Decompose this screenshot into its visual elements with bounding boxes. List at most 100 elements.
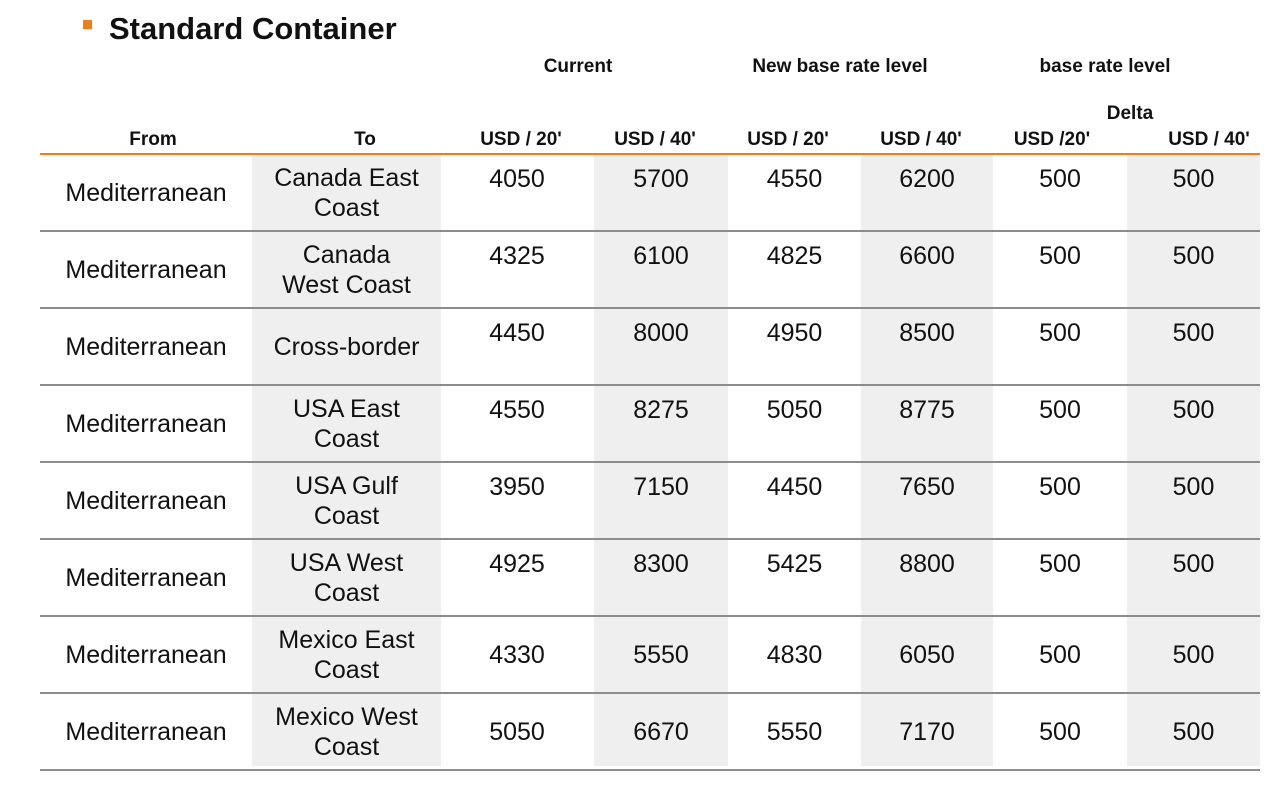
table-row: Mediterranean Canada West Coast 4325 6100 482… <box>40 232 1260 309</box>
cell-to: Canada West Coast <box>252 232 441 307</box>
cell-from: Mediterranean <box>65 717 227 746</box>
cell-cur40: 8300 <box>633 550 689 578</box>
table-row: Mediterranean USA West Coast 4925 8300 5425 88… <box>40 540 1260 617</box>
cell-cur40: 6100 <box>633 242 689 270</box>
destination-line: Coast <box>313 732 380 761</box>
column-header-new-40: USD / 40' <box>880 129 962 150</box>
cell-new40: 8500 <box>899 319 955 347</box>
cell-new20: 5425 <box>766 550 823 578</box>
cell-from: Mediterranean <box>65 409 227 438</box>
cell-to: Mexico West Coast <box>252 694 441 769</box>
destination-line: Coast <box>313 193 380 222</box>
table-row: Mediterranean Canada East Coast 4050 5700 455… <box>40 155 1260 232</box>
destination-line: Coast <box>313 578 380 607</box>
title-bullet-icon <box>83 20 92 29</box>
cell-new40: 7170 <box>899 717 955 746</box>
column-header-current-40: USD / 40' <box>614 129 696 150</box>
cell-new20: 4550 <box>766 165 823 193</box>
destination-line: Coast <box>313 424 380 453</box>
cell-new20: 4450 <box>766 473 823 501</box>
shaded-column-current-40 <box>594 155 728 766</box>
cell-d40: 500 <box>1172 550 1215 578</box>
header-new-base-rate-level: New base rate level <box>752 56 928 77</box>
cell-to: Mexico East Coast <box>252 617 441 692</box>
cell-cur40: 5550 <box>633 640 689 669</box>
column-header-delta-40: USD / 40' <box>1168 129 1250 150</box>
cell-new20: 4950 <box>766 319 823 347</box>
column-header-to: To <box>354 129 376 150</box>
table-row: Mediterranean USA East Coast 4550 8275 5050 87… <box>40 386 1260 463</box>
table-row: Mediterranean Mexico East Coast 4330 5550 483… <box>40 617 1260 694</box>
shaded-column-to <box>252 155 441 766</box>
cell-new20: 4825 <box>766 242 823 270</box>
destination-line: USA Gulf <box>295 471 398 500</box>
cell-to: USA East Coast <box>252 386 441 461</box>
table-row: Mediterranean Mexico West Coast 5050 6670 555… <box>40 694 1260 771</box>
cell-from: Mediterranean <box>65 640 227 669</box>
cell-d20: 500 <box>1039 640 1081 669</box>
shaded-column-delta-40 <box>1127 155 1260 766</box>
cell-d40: 500 <box>1172 242 1215 270</box>
column-header-current-20: USD / 20' <box>480 129 562 150</box>
header-delta-base-rate-level: base rate level <box>1039 56 1171 77</box>
destination-line: Coast <box>313 501 380 530</box>
cell-cur40: 8275 <box>633 396 689 424</box>
cell-cur40: 6670 <box>633 717 689 746</box>
cell-new40: 8800 <box>899 550 955 578</box>
cell-d20: 500 <box>1039 165 1081 193</box>
cell-d40: 500 <box>1172 396 1215 424</box>
cell-new20: 5550 <box>766 717 823 746</box>
cell-cur20: 4925 <box>489 550 545 578</box>
cell-new40: 6050 <box>899 640 955 669</box>
cell-new40: 6600 <box>899 242 955 270</box>
cell-from: Mediterranean <box>65 178 227 207</box>
cell-new20: 4830 <box>766 640 823 669</box>
cell-cur20: 4050 <box>489 165 545 193</box>
column-header-new-20: USD / 20' <box>747 129 829 150</box>
cell-from: Mediterranean <box>65 255 227 284</box>
cell-new20: 5050 <box>766 396 823 424</box>
destination-line: Canada East <box>274 163 419 192</box>
cell-new40: 8775 <box>899 396 955 424</box>
cell-d20: 500 <box>1039 396 1081 424</box>
cell-new40: 6200 <box>899 165 955 193</box>
cell-cur40: 8000 <box>633 319 689 347</box>
destination-line: USA West <box>289 548 404 577</box>
destination-line: Mexico East <box>278 625 415 654</box>
destination-line: Coast <box>313 655 380 684</box>
cell-cur20: 4450 <box>489 319 545 347</box>
cell-d20: 500 <box>1039 717 1081 746</box>
header-divider <box>40 153 1260 155</box>
cell-cur20: 3950 <box>489 473 545 501</box>
cell-d20: 500 <box>1039 473 1081 501</box>
destination-line: USA East <box>293 394 400 423</box>
destination-line: Mexico West <box>275 702 418 731</box>
cell-new40: 7650 <box>899 473 955 501</box>
cell-d20: 500 <box>1039 550 1081 578</box>
cell-to: Cross-border <box>252 309 441 384</box>
rate-table-body: Mediterranean Canada East Coast 4050 5700 455… <box>40 155 1260 771</box>
header-current: Current <box>543 56 613 77</box>
cell-cur20: 4550 <box>489 396 545 424</box>
cell-d40: 500 <box>1172 165 1215 193</box>
shaded-column-new-40 <box>861 155 993 766</box>
cell-from: Mediterranean <box>65 332 227 361</box>
header-delta: Delta <box>1106 103 1154 124</box>
table-row: Mediterranean Cross-border 4450 8000 4950 850… <box>40 309 1260 386</box>
cell-cur20: 5050 <box>489 717 545 746</box>
cell-cur40: 5700 <box>633 165 689 193</box>
destination-line: Canada <box>302 240 391 269</box>
page-title: Standard Container <box>109 11 397 46</box>
cell-to: USA Gulf Coast <box>252 463 441 538</box>
cell-d40: 500 <box>1172 640 1215 669</box>
cell-cur20: 4330 <box>489 640 545 669</box>
cell-from: Mediterranean <box>65 563 227 592</box>
cell-d40: 500 <box>1172 473 1215 501</box>
cell-d40: 500 <box>1172 319 1215 347</box>
cell-from: Mediterranean <box>65 486 227 515</box>
column-header-delta-20: USD /20' <box>1013 129 1091 150</box>
cell-to: Canada East Coast <box>252 155 441 230</box>
destination-line: West Coast <box>282 270 411 299</box>
cell-d20: 500 <box>1039 242 1081 270</box>
cell-cur40: 7150 <box>633 473 689 501</box>
